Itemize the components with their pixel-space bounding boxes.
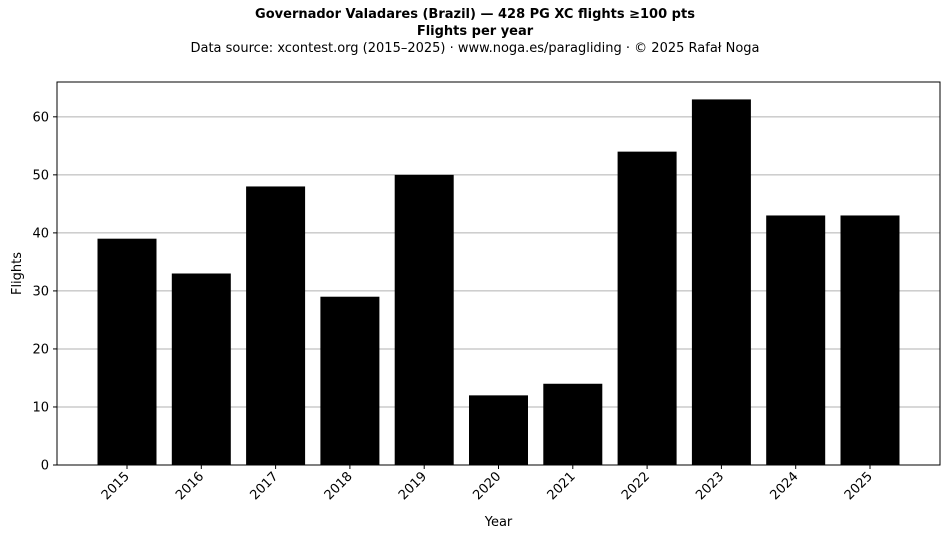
bars-group bbox=[97, 99, 900, 466]
y-tick-label: 50 bbox=[32, 168, 49, 183]
y-axis-label: Flights bbox=[10, 252, 25, 295]
x-tick-label: 2019 bbox=[396, 469, 430, 503]
x-tick-label: 2017 bbox=[247, 469, 281, 503]
bar-2022 bbox=[617, 151, 677, 466]
y-tick-label: 20 bbox=[32, 342, 49, 357]
bar-2015 bbox=[97, 238, 157, 465]
chart-title-block: Governador Valadares (Brazil) — 428 PG X… bbox=[0, 6, 950, 58]
x-tick-label: 2021 bbox=[545, 469, 579, 503]
x-tick-label: 2023 bbox=[693, 469, 727, 503]
y-tick-label: 30 bbox=[32, 284, 49, 299]
x-tick-label: 2020 bbox=[470, 469, 504, 503]
bar-2023 bbox=[691, 99, 751, 465]
bar-2024 bbox=[766, 215, 826, 465]
bar-2025 bbox=[840, 215, 900, 465]
x-tick-label: 2015 bbox=[99, 469, 133, 503]
data-source-note: Data source: xcontest.org (2015–2025) · … bbox=[190, 41, 760, 56]
x-tick-label: 2025 bbox=[842, 469, 876, 503]
bar-2018 bbox=[320, 296, 380, 465]
x-axis-label: Year bbox=[484, 515, 513, 530]
x-tick-label: 2018 bbox=[322, 469, 356, 503]
bar-2020 bbox=[469, 395, 528, 465]
x-tick-label: 2022 bbox=[619, 469, 653, 503]
x-axis: 2015 2016 2017 2018 2019 2020 2021 2022 2023 2024… bbox=[99, 465, 876, 503]
x-tick-label: 2024 bbox=[768, 469, 802, 503]
x-tick-label: 2016 bbox=[173, 469, 207, 503]
y-tick-label: 40 bbox=[32, 226, 49, 241]
bar-2017 bbox=[246, 186, 306, 466]
bar-2021 bbox=[543, 383, 603, 465]
bar-2016 bbox=[171, 273, 231, 465]
y-axis: 0 10 20 30 40 50 60 bbox=[32, 110, 57, 474]
y-tick-label: 60 bbox=[32, 110, 49, 125]
chart-subtitle: Flights per year bbox=[416, 24, 534, 39]
y-tick-label: 10 bbox=[32, 400, 49, 415]
bar-2019 bbox=[394, 174, 454, 465]
chart-title: Governador Valadares (Brazil) — 428 PG X… bbox=[255, 7, 695, 22]
y-tick-label: 0 bbox=[41, 459, 49, 474]
